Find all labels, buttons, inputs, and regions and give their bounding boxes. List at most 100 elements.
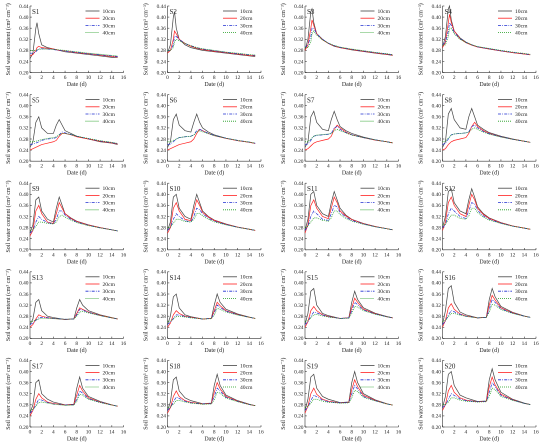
x-tick-label: 0	[29, 252, 32, 258]
y-tick-label: 0.44	[294, 181, 304, 187]
series-line-30cm	[304, 384, 393, 411]
x-tick-label: 6	[339, 252, 342, 258]
y-tick-label: 0.24	[19, 414, 29, 420]
x-tick-label: 8	[350, 430, 353, 436]
x-tick-label: 14	[109, 75, 115, 81]
y-tick-label: 0.40	[19, 15, 29, 21]
y-tick-label: 0.24	[19, 237, 29, 243]
x-tick-label: 10	[223, 75, 229, 81]
panel-label: S20	[445, 362, 456, 370]
x-tick-label: 12	[97, 252, 103, 258]
series-line-40cm	[442, 207, 531, 230]
panel-s8: 0.20 0.24 0.28 0.32 0.36 0.40 0.44 0 2 4 6 8 10 12 14 1…	[418, 92, 540, 177]
y-tick-label: 0.36	[157, 203, 167, 209]
y-tick-label: 0.24	[432, 325, 442, 331]
legend-label: 40cm	[103, 385, 116, 391]
y-tick-label: 0.24	[432, 148, 442, 154]
y-tick-label: 0.36	[294, 26, 304, 32]
legend-label: 30cm	[103, 289, 116, 295]
y-tick-label: 0.32	[157, 303, 167, 309]
y-tick-label: 0.36	[157, 292, 167, 298]
y-tick-label: 0.32	[157, 37, 167, 43]
panel-label: S14	[170, 274, 181, 282]
x-tick-label: 12	[97, 75, 103, 81]
x-axis-title: Date (d)	[342, 170, 362, 177]
x-tick-label: 14	[109, 430, 115, 436]
x-tick-label: 2	[315, 430, 318, 436]
panel-label: S6	[170, 97, 178, 105]
y-tick-label: 0.20	[19, 425, 29, 431]
panel-label: S16	[445, 274, 456, 282]
x-tick-label: 16	[121, 164, 127, 170]
panel-label: S2	[170, 8, 178, 16]
x-tick-label: 10	[223, 341, 229, 347]
x-tick-label: 4	[52, 430, 55, 436]
y-axis-title: Soil water content (cm³ cm⁻³)	[5, 3, 12, 75]
x-tick-label: 2	[40, 164, 43, 170]
x-tick-label: 6	[64, 430, 67, 436]
x-tick-label: 2	[315, 164, 318, 170]
x-tick-label: 12	[235, 430, 241, 436]
x-tick-label: 2	[40, 341, 43, 347]
x-tick-label: 6	[339, 430, 342, 436]
y-tick-label: 0.20	[432, 336, 442, 342]
legend-label: 10cm	[515, 275, 528, 281]
y-tick-label: 0.28	[294, 403, 304, 409]
x-tick-label: 2	[178, 430, 181, 436]
x-tick-label: 16	[533, 252, 539, 258]
y-tick-label: 0.24	[157, 414, 167, 420]
y-tick-label: 0.20	[294, 70, 304, 76]
x-tick-label: 16	[258, 430, 264, 436]
panel-s15: 0.20 0.24 0.28 0.32 0.36 0.40 0.44 0 2 4 6 8 10 12 14 1…	[280, 269, 402, 354]
y-axis-title: Soil water content (cm³ cm⁻³)	[280, 269, 287, 341]
panel-s7: 0.20 0.24 0.28 0.32 0.36 0.40 0.44 0 2 4 6 8 10 12 14 1…	[280, 92, 402, 177]
y-tick-label: 0.36	[19, 26, 29, 32]
x-tick-label: 14	[522, 430, 528, 436]
y-tick-label: 0.24	[294, 237, 304, 243]
panel-label: S15	[307, 274, 318, 282]
series-line-40cm	[30, 133, 118, 144]
y-tick-label: 0.28	[19, 314, 29, 320]
y-tick-label: 0.36	[294, 292, 304, 298]
y-tick-label: 0.40	[157, 281, 167, 287]
legend-label: 30cm	[240, 378, 253, 384]
legend-label: 20cm	[515, 282, 528, 288]
legend-label: 30cm	[378, 23, 391, 29]
x-axis-title: Date (d)	[204, 170, 224, 177]
legend-label: 20cm	[103, 371, 116, 377]
x-tick-label: 0	[29, 430, 32, 436]
legend-label: 20cm	[240, 282, 253, 288]
x-tick-label: 8	[488, 75, 491, 81]
legend-label: 10cm	[240, 98, 253, 104]
y-tick-label: 0.24	[294, 148, 304, 154]
y-tick-label: 0.28	[19, 137, 29, 143]
legend-label: 30cm	[378, 112, 391, 118]
y-tick-label: 0.24	[294, 414, 304, 420]
y-tick-label: 0.36	[432, 26, 442, 32]
x-axis-title: Date (d)	[342, 436, 362, 443]
y-tick-label: 0.36	[432, 203, 442, 209]
y-tick-label: 0.20	[432, 425, 442, 431]
x-tick-label: 12	[97, 164, 103, 170]
x-tick-label: 10	[223, 430, 229, 436]
y-tick-label: 0.32	[432, 37, 442, 43]
y-tick-label: 0.32	[294, 392, 304, 398]
y-tick-label: 0.32	[294, 37, 304, 43]
y-tick-label: 0.40	[157, 15, 167, 21]
panel-label: S9	[32, 185, 40, 193]
x-tick-label: 16	[258, 341, 264, 347]
y-tick-label: 0.32	[432, 303, 442, 309]
x-axis-title: Date (d)	[342, 81, 362, 88]
x-tick-label: 4	[52, 341, 55, 347]
x-tick-label: 8	[350, 164, 353, 170]
x-tick-label: 4	[327, 341, 330, 347]
x-tick-label: 2	[453, 341, 456, 347]
y-tick-label: 0.24	[294, 59, 304, 65]
panel-label: S7	[307, 97, 315, 105]
x-tick-label: 0	[441, 75, 444, 81]
y-tick-label: 0.24	[19, 148, 29, 154]
x-tick-label: 2	[315, 341, 318, 347]
x-tick-label: 10	[498, 430, 504, 436]
x-tick-label: 2	[453, 252, 456, 258]
